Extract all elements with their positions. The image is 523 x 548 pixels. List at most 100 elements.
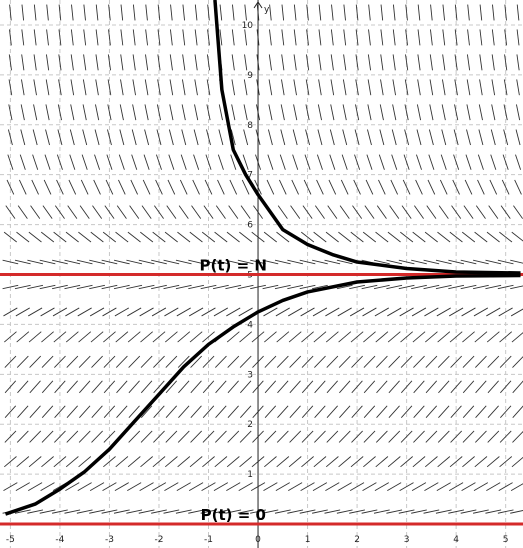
slope-segment	[64, 284, 81, 290]
slope-segment	[203, 205, 214, 219]
slope-segment	[288, 456, 302, 468]
slope-segment	[163, 509, 180, 514]
slope-segment	[376, 380, 388, 394]
slope-segment	[230, 129, 236, 146]
slope-segment	[268, 79, 273, 96]
slope-segment	[225, 259, 242, 265]
slope-segment	[405, 4, 408, 21]
slope-segment	[514, 179, 522, 195]
slope-segment	[56, 179, 64, 195]
slope-segment	[425, 380, 438, 394]
slope-segment	[503, 104, 508, 121]
slope-segment	[423, 259, 440, 265]
slope-segment	[243, 104, 248, 121]
slope-segment	[52, 259, 68, 265]
slope-segment	[53, 231, 67, 243]
y-tick-label: 6	[247, 221, 253, 231]
slope-segment	[132, 29, 136, 46]
slope-segment	[83, 4, 86, 21]
slope-segment	[365, 179, 374, 195]
slope-segment	[39, 259, 56, 265]
slope-segment	[2, 284, 19, 290]
slope-segment	[8, 79, 13, 96]
slope-segment	[237, 509, 254, 514]
slope-segment	[398, 509, 415, 514]
slope-segment	[152, 331, 166, 343]
slope-segment	[486, 231, 500, 243]
slope-segment	[15, 307, 30, 317]
slope-segment	[215, 380, 227, 394]
slope-segment	[301, 405, 314, 419]
slope-segment	[70, 29, 74, 46]
slope-segment	[330, 79, 335, 96]
slope-segment	[78, 231, 92, 243]
slope-segment	[491, 29, 495, 46]
slope-segment	[461, 231, 476, 243]
slope-segment	[375, 456, 389, 468]
slope-segment	[497, 509, 514, 514]
slope-segment	[454, 29, 458, 46]
slope-segment	[349, 307, 365, 317]
slope-segment	[3, 307, 18, 317]
slope-segment	[91, 355, 103, 368]
slope-segment	[120, 54, 124, 71]
slope-segment	[504, 29, 508, 46]
slope-segment	[350, 231, 364, 243]
slope-segment	[21, 79, 25, 96]
slope-segment	[29, 380, 41, 394]
slope-segment	[487, 355, 500, 368]
x-tick-label: 5	[503, 535, 509, 545]
slope-segment	[416, 129, 422, 146]
slope-segment	[19, 154, 26, 170]
slope-segment	[328, 179, 337, 195]
slope-segment	[262, 509, 279, 514]
slope-segment	[40, 231, 55, 243]
slope-segment	[52, 307, 68, 317]
slope-segment	[89, 509, 105, 514]
slope-segment	[20, 104, 25, 121]
slope-segment	[177, 231, 191, 243]
slope-segment	[289, 380, 301, 394]
slope-segment	[41, 355, 54, 368]
slope-segment	[178, 205, 189, 219]
slope-segment	[375, 331, 389, 343]
slope-segment	[16, 456, 30, 468]
slope-segment	[474, 456, 488, 468]
slope-segment	[116, 205, 127, 219]
slope-segment	[351, 380, 363, 394]
slope-segment	[429, 79, 434, 96]
slope-segment	[293, 54, 297, 71]
slope-segment	[268, 104, 273, 121]
slope-segment	[404, 104, 409, 121]
slope-segment	[58, 4, 62, 21]
slope-segment	[430, 4, 433, 21]
slope-segment	[306, 54, 310, 71]
slope-segment	[243, 129, 249, 146]
slope-segment	[355, 104, 360, 121]
slope-segment	[225, 509, 242, 514]
slope-segment	[231, 54, 235, 71]
slope-segment	[516, 29, 520, 46]
slope-segment	[429, 54, 433, 71]
slope-segment	[65, 231, 79, 243]
slope-segment	[293, 4, 297, 21]
slope-segment	[115, 355, 128, 368]
slope-segment	[416, 104, 422, 121]
slope-segment	[414, 205, 424, 219]
slope-segment	[362, 231, 377, 243]
slope-segment	[45, 79, 50, 96]
slope-segment	[442, 54, 446, 71]
slope-segment	[103, 355, 116, 368]
slope-segment	[392, 4, 396, 21]
slope-segment	[478, 129, 484, 146]
slope-segment	[291, 179, 299, 195]
slope-segment	[58, 54, 62, 71]
slope-segment	[417, 4, 421, 21]
slope-segment	[204, 179, 213, 195]
slope-segment	[66, 355, 79, 368]
slope-segment	[144, 129, 150, 146]
slope-segment	[193, 129, 199, 146]
slope-segment	[497, 284, 514, 290]
slope-segment	[326, 430, 339, 443]
